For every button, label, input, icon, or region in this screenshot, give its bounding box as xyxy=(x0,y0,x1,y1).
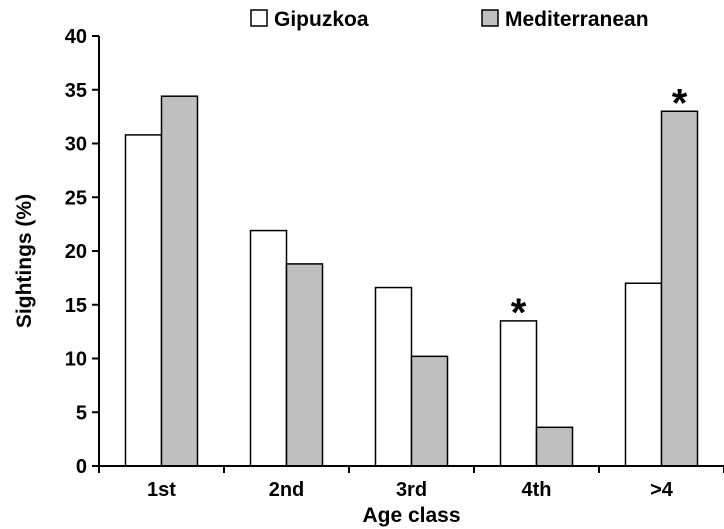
bar-mediterranean-1st xyxy=(160,95,199,467)
y-tick-label: 25 xyxy=(65,187,87,209)
y-tick-label: 5 xyxy=(76,402,87,424)
significance-asterisk: * xyxy=(672,81,688,125)
bars xyxy=(124,95,699,467)
legend: Gipuzkoa Mediterranean xyxy=(250,8,649,31)
bar-gipuzkoa-4th xyxy=(499,320,538,467)
x-tick-label: 4th xyxy=(522,479,552,501)
x-axis-label: Age class xyxy=(362,504,460,527)
legend-label-gipuzkoa: Gipuzkoa xyxy=(274,8,369,31)
x-tick-label: 3rd xyxy=(396,479,427,501)
x-tick-label: >4 xyxy=(650,479,674,501)
y-tick-label: 15 xyxy=(65,295,87,317)
x-tick-label: 2nd xyxy=(269,479,305,501)
y-axis-label: Sightings (%) xyxy=(13,194,36,328)
y-tick-label: 35 xyxy=(65,80,87,102)
y-tick-label: 0 xyxy=(76,456,87,478)
y-tick-label: 30 xyxy=(65,134,87,156)
bar-mediterranean-4th xyxy=(535,426,574,467)
bar-gipuzkoa-gt4 xyxy=(624,282,663,467)
bar-mediterranean-2nd xyxy=(285,263,324,467)
bar-gipuzkoa-3rd xyxy=(374,286,413,467)
legend-label-mediterranean: Mediterranean xyxy=(505,8,649,31)
bar-mediterranean-3rd xyxy=(410,355,449,467)
y-tick-label: 20 xyxy=(65,241,87,263)
y-ticks: 0 5 10 15 20 25 30 35 40 xyxy=(65,26,99,478)
legend-swatch-gipuzkoa xyxy=(250,9,268,27)
bar-mediterranean-gt4 xyxy=(660,110,699,467)
annotations: ** xyxy=(511,81,688,335)
bar-gipuzkoa-1st xyxy=(124,134,163,467)
bar-gipuzkoa-2nd xyxy=(249,229,288,467)
x-tick-label: 1st xyxy=(147,479,176,501)
y-tick-label: 40 xyxy=(65,26,87,48)
legend-swatch-mediterranean xyxy=(481,9,499,27)
significance-asterisk: * xyxy=(511,291,527,335)
axes: 0 5 10 15 20 25 30 35 40 1st 2nd 3rd 4th >4 xyxy=(65,26,724,501)
x-ticks: 1st 2nd 3rd 4th >4 xyxy=(98,466,724,501)
y-tick-label: 10 xyxy=(65,349,87,371)
